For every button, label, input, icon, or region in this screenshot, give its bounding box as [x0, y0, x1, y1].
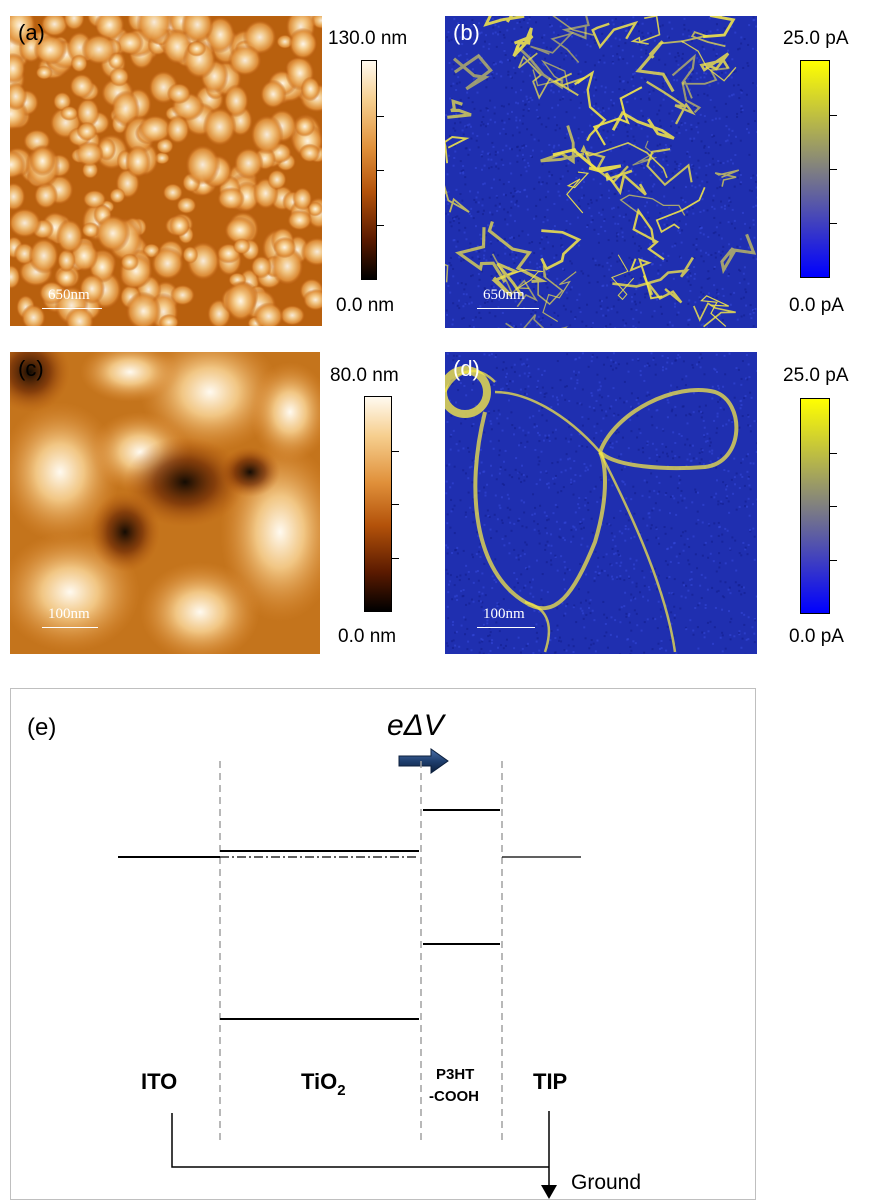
afm-topography-image-c: (c) 100nm [10, 352, 320, 654]
colorbar-min-c: 0.0 nm [338, 626, 397, 647]
colorbar-max-c: 80.0 nm [330, 365, 399, 386]
scale-bar-d: 100nm [477, 607, 535, 628]
panel-label-a: (a) [18, 20, 45, 45]
topography-texture [10, 16, 322, 326]
layer-label-tio2-subscript: 2 [337, 1082, 345, 1099]
scale-label-c: 100nm [48, 606, 90, 622]
scale-label-a: 650nm [48, 287, 90, 303]
layer-label-tio2-text: TiO [301, 1069, 337, 1094]
scale-bar-line-c [42, 621, 98, 628]
scale-label-d: 100nm [483, 606, 525, 622]
circuit-wire [171, 1113, 549, 1168]
colorbar-max-b: 25.0 pA [783, 28, 849, 49]
colorbar-max-a: 130.0 nm [328, 28, 408, 49]
ground-label: Ground [571, 1171, 641, 1194]
energy-label: eΔV [387, 709, 447, 742]
colorbar-max-d: 25.0 pA [783, 365, 849, 386]
colorbar-d [800, 398, 837, 614]
scale-label-b: 650nm [483, 287, 525, 303]
scale-bar-line-d [477, 621, 535, 628]
panel-label-e: (e) [27, 714, 56, 741]
colorbar-a [361, 60, 384, 280]
current-map-image-d: (d) 100nm [445, 352, 757, 654]
electron-flow-arrow-icon [398, 748, 449, 774]
layer-label-p3ht-line1: P3HT [436, 1066, 474, 1083]
band-diagram-panel-e: (e) eΔV ITO TiO2 P3HT -COOH TIP Ground [10, 688, 756, 1200]
colorbar-min-a: 0.0 nm [336, 295, 395, 316]
topography-texture-zoom [10, 352, 320, 654]
current-texture-zoom [445, 352, 757, 654]
colorbar-c [364, 396, 399, 612]
scale-bar-line-a [42, 302, 102, 309]
colorbar-min-d: 0.0 pA [789, 626, 844, 647]
panel-label-c: (c) [18, 356, 44, 381]
layer-label-tio2: TiO2 [301, 1069, 346, 1099]
current-map-image-b: (b) 650nm [445, 16, 757, 328]
scale-bar-a: 650nm [42, 288, 102, 309]
ground-arrow-icon [541, 1185, 557, 1199]
colorbar-b [800, 60, 837, 278]
scale-bar-c: 100nm [42, 607, 98, 628]
scale-bar-b: 650nm [477, 288, 539, 309]
scale-bar-line-b [477, 302, 539, 309]
layer-label-tip: TIP [533, 1069, 567, 1094]
current-texture [445, 16, 757, 328]
layer-label-ito: ITO [141, 1069, 177, 1094]
band-diagram: (e) eΔV ITO TiO2 P3HT -COOH TIP Ground [27, 709, 641, 1199]
colorbar-min-b: 0.0 pA [789, 295, 844, 316]
panel-label-d: (d) [453, 356, 480, 381]
afm-topography-image-a: (a) 650nm [10, 16, 322, 326]
layer-label-p3ht-line2: -COOH [429, 1088, 479, 1105]
panel-label-b: (b) [453, 20, 480, 45]
